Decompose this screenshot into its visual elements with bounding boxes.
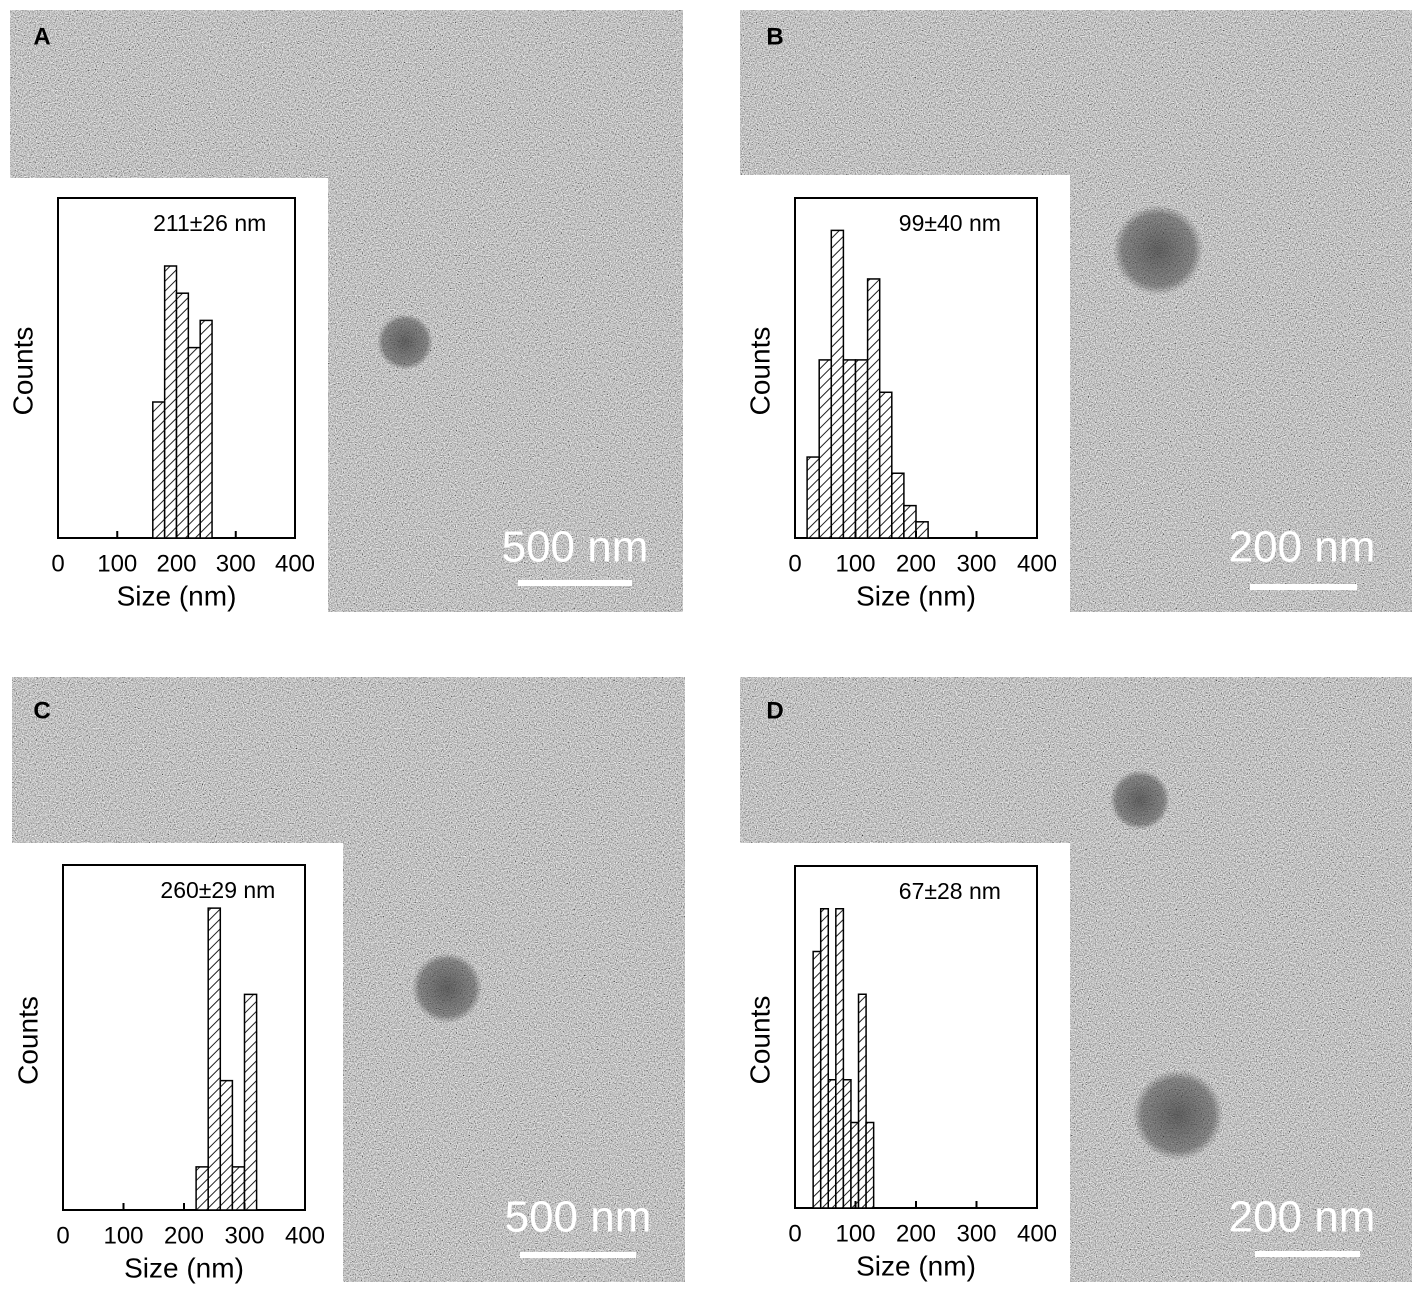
- bar: [915, 521, 929, 539]
- bar: [850, 1121, 860, 1209]
- particle: [377, 314, 433, 370]
- x-tick-label: 200: [896, 1220, 936, 1247]
- bar: [865, 1121, 875, 1209]
- bar: [207, 907, 222, 1211]
- bar: [219, 1079, 234, 1211]
- bar: [878, 391, 893, 539]
- panel-label: A: [33, 23, 50, 50]
- particle: [412, 953, 482, 1023]
- x-tick-label: 0: [51, 550, 64, 577]
- bar: [866, 278, 881, 539]
- x-tick-label: 300: [956, 1220, 996, 1247]
- x-tick-label: 200: [156, 550, 196, 577]
- x-tick-label: 200: [896, 550, 936, 577]
- bar: [199, 319, 213, 539]
- bar: [806, 456, 820, 539]
- x-tick-label: 400: [275, 550, 315, 577]
- y-axis-label: Counts: [744, 327, 775, 416]
- bar: [195, 1166, 209, 1211]
- x-axis-label: Size (nm): [856, 1250, 976, 1281]
- x-axis-label: Size (nm): [856, 580, 976, 611]
- x-tick-label: 100: [835, 1220, 875, 1247]
- annotation: 99±40 nm: [899, 210, 1001, 236]
- bar: [818, 359, 833, 539]
- x-tick-label: 200: [164, 1222, 204, 1249]
- bar: [163, 265, 178, 539]
- x-tick-label: 300: [216, 550, 256, 577]
- y-axis-label: Counts: [744, 996, 775, 1085]
- x-tick-label: 400: [285, 1222, 325, 1249]
- particle: [1133, 1070, 1223, 1160]
- bar: [891, 472, 905, 539]
- panel-label: D: [766, 697, 783, 724]
- particle: [1113, 205, 1203, 295]
- x-tick-label: 300: [224, 1222, 264, 1249]
- x-tick-label: 0: [788, 1220, 801, 1247]
- bar: [827, 1079, 837, 1209]
- y-axis-label: Counts: [12, 996, 43, 1085]
- panel-label: B: [766, 23, 783, 50]
- bar: [842, 1079, 852, 1209]
- annotation: 211±26 nm: [153, 210, 266, 236]
- bar: [819, 908, 830, 1209]
- bar: [175, 292, 190, 539]
- scale-bar-label: 200 nm: [1229, 523, 1376, 572]
- x-axis-label: Size (nm): [124, 1252, 244, 1283]
- bar: [812, 950, 822, 1209]
- scale-bar-label: 200 nm: [1229, 1193, 1376, 1242]
- annotation: 67±28 nm: [899, 878, 1001, 904]
- bar: [857, 993, 867, 1209]
- bar: [243, 993, 258, 1211]
- x-tick-label: 400: [1017, 550, 1057, 577]
- bar: [830, 229, 845, 539]
- bar: [187, 346, 201, 539]
- x-tick-label: 100: [103, 1222, 143, 1249]
- scale-bar-label: 500 nm: [502, 523, 649, 572]
- particle: [1110, 770, 1170, 830]
- x-tick-label: 100: [97, 550, 137, 577]
- bar: [231, 1166, 246, 1211]
- y-axis-label: Counts: [7, 327, 38, 416]
- panel-label: C: [33, 697, 50, 724]
- bar: [152, 401, 166, 539]
- x-axis-label: Size (nm): [117, 580, 237, 611]
- x-tick-label: 100: [835, 550, 875, 577]
- bar: [854, 359, 869, 539]
- plot-frame: [62, 864, 306, 1211]
- x-tick-label: 300: [956, 550, 996, 577]
- x-tick-label: 0: [56, 1222, 69, 1249]
- bar: [835, 908, 845, 1209]
- bar: [842, 359, 857, 539]
- x-tick-label: 400: [1017, 1220, 1057, 1247]
- bar: [903, 504, 917, 539]
- x-tick-label: 0: [788, 550, 801, 577]
- annotation: 260±29 nm: [160, 877, 275, 903]
- scale-bar-label: 500 nm: [505, 1193, 652, 1242]
